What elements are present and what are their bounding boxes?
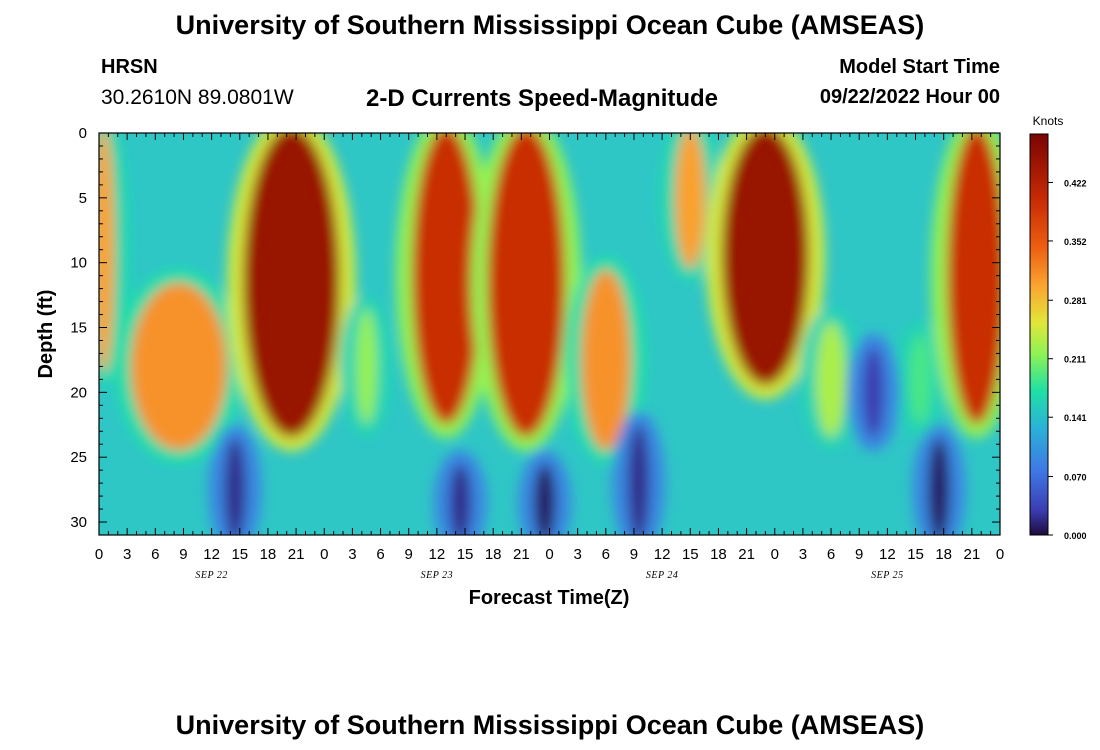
colorbar-tick-label: 0.422 — [1064, 178, 1087, 188]
x-tick-label: 21 — [288, 546, 305, 563]
x-tick-label: 12 — [879, 546, 896, 563]
page-title: University of Southern Mississippi Ocean… — [175, 10, 925, 40]
date-label: SEP 24 — [646, 570, 679, 581]
heatmap-feature-high-speed-lobe — [909, 334, 931, 425]
colorbar-tick-label: 0.281 — [1064, 296, 1087, 306]
x-tick-label: 18 — [260, 546, 277, 563]
chart-subtitle: 2-D Currents Speed-Magnitude — [366, 85, 719, 112]
date-label: SEP 22 — [195, 570, 228, 581]
heatmap-feature-high-speed-lobe — [355, 308, 378, 425]
y-tick-label: 25 — [70, 449, 87, 466]
x-tick-label: 3 — [799, 546, 807, 563]
station-name: HRSN — [101, 56, 158, 78]
x-tick-label: 3 — [123, 546, 131, 563]
footer-title: University of Southern Mississippi Ocean… — [175, 710, 925, 740]
colorbar-unit: Knots — [1033, 114, 1064, 128]
x-tick-label: 6 — [827, 546, 835, 563]
model-start-value: 09/22/2022 Hour 00 — [819, 86, 1000, 108]
x-tick-label: 6 — [602, 546, 610, 563]
heatmap-feature-high-speed-column — [487, 133, 565, 438]
date-label: SEP 23 — [421, 570, 454, 581]
x-tick-label: 12 — [654, 546, 671, 563]
x-tick-label: 6 — [376, 546, 384, 563]
x-tick-label: 15 — [457, 546, 474, 563]
station-coordinates: 30.2610N 89.0801W — [101, 86, 294, 109]
heatmap-feature-low-speed-slack — [928, 438, 950, 535]
heatmap-field — [99, 133, 1000, 535]
y-tick-label: 20 — [70, 384, 87, 401]
x-tick-label: 0 — [996, 546, 1004, 563]
colorbar-tick-label: 0.352 — [1064, 237, 1087, 247]
x-tick-label: 3 — [573, 546, 581, 563]
x-tick-label: 0 — [771, 546, 779, 563]
x-tick-label: 21 — [738, 546, 755, 563]
x-tick-label: 18 — [710, 546, 727, 563]
heatmap-feature-high-speed-column — [412, 133, 481, 425]
x-tick-label: 18 — [485, 546, 502, 563]
x-tick-label: 18 — [935, 546, 952, 563]
model-start-label: Model Start Time — [839, 56, 1000, 78]
x-tick-label: 0 — [545, 546, 553, 563]
colorbar: Knots 0.422 0.352 0.281 0.211 0.141 0.070 0.00… — [1029, 114, 1087, 541]
heatmap-feature-high-speed-column — [947, 133, 1000, 425]
colorbar-gradient — [1029, 133, 1049, 536]
heatmap-feature-low-speed-slack — [449, 464, 472, 535]
y-tick-label: 5 — [79, 190, 87, 207]
x-tick-label: 21 — [964, 546, 981, 563]
colorbar-tick-label: 0.070 — [1064, 473, 1087, 483]
x-tick-label: 12 — [429, 546, 446, 563]
heatmap-feature-low-speed-slack — [627, 425, 650, 535]
x-tick-label: 0 — [320, 546, 328, 563]
colorbar-tick-label: 0.141 — [1064, 413, 1087, 423]
y-axis-label: Depth (ft) — [35, 290, 57, 379]
x-tick-label: 9 — [855, 546, 863, 563]
date-label: SEP 25 — [871, 570, 904, 581]
heatmap-feature-high-speed-lobe — [581, 269, 631, 451]
heatmap-feature-low-speed-slack — [534, 464, 556, 535]
heatmap-feature-low-speed-slack — [224, 438, 246, 535]
y-tick-label: 15 — [70, 320, 87, 337]
x-tick-label: 15 — [231, 546, 248, 563]
x-tick-label: 3 — [348, 546, 356, 563]
x-tick-label: 15 — [682, 546, 699, 563]
heatmap-feature-high-speed-lobe — [130, 282, 228, 451]
x-tick-label: 6 — [151, 546, 159, 563]
x-tick-label: 0 — [95, 546, 103, 563]
colorbar-tick-label: 0.211 — [1064, 355, 1086, 365]
x-tick-label: 15 — [907, 546, 924, 563]
x-tick-label: 12 — [203, 546, 220, 563]
heatmap-feature-high-speed-column — [674, 133, 706, 269]
x-tick-label: 9 — [630, 546, 638, 563]
heatmap-feature-high-speed-lobe — [815, 321, 847, 438]
x-tick-label: 9 — [405, 546, 413, 563]
heatmap-feature-high-speed-column — [99, 133, 115, 373]
heatmap-feature-high-speed-column — [243, 133, 340, 438]
heatmap-feature-low-speed-slack — [862, 347, 884, 438]
x-axis-label: Forecast Time(Z) — [469, 587, 630, 609]
y-tick-label: 10 — [70, 255, 87, 272]
heatmap-feature-high-speed-column — [721, 133, 809, 386]
y-tick-label: 0 — [79, 125, 87, 142]
x-tick-label: 9 — [179, 546, 187, 563]
y-tick-label: 30 — [70, 514, 87, 531]
colorbar-tick-label: 0.000 — [1064, 531, 1087, 541]
x-tick-label: 21 — [513, 546, 530, 563]
